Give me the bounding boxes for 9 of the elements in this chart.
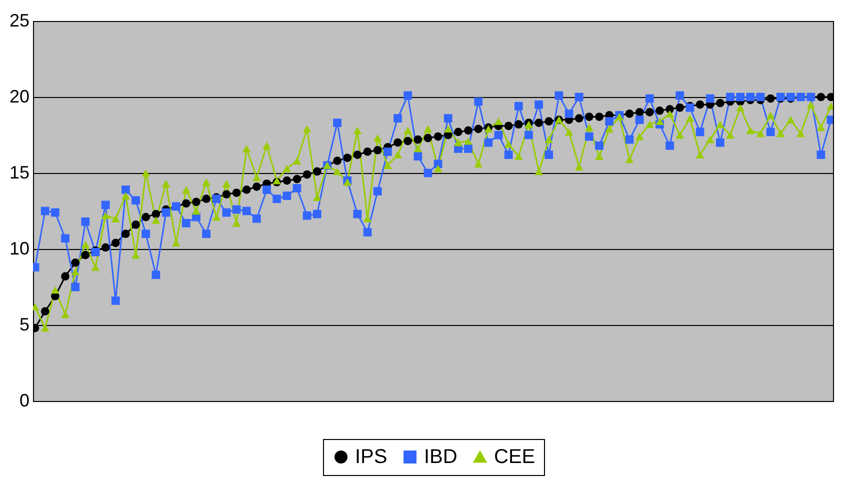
legend-label: IBD: [424, 446, 458, 468]
y-tick-label: 25: [9, 10, 30, 30]
y-tick-label: 0: [19, 390, 30, 410]
y-tick-label: 15: [9, 162, 30, 182]
legend-label: CEE: [494, 446, 536, 468]
y-tick-label: 10: [9, 238, 30, 258]
y-tick-label: 20: [9, 86, 30, 106]
y-tick-label: 5: [19, 314, 30, 334]
legend-label: IPS: [355, 446, 388, 468]
